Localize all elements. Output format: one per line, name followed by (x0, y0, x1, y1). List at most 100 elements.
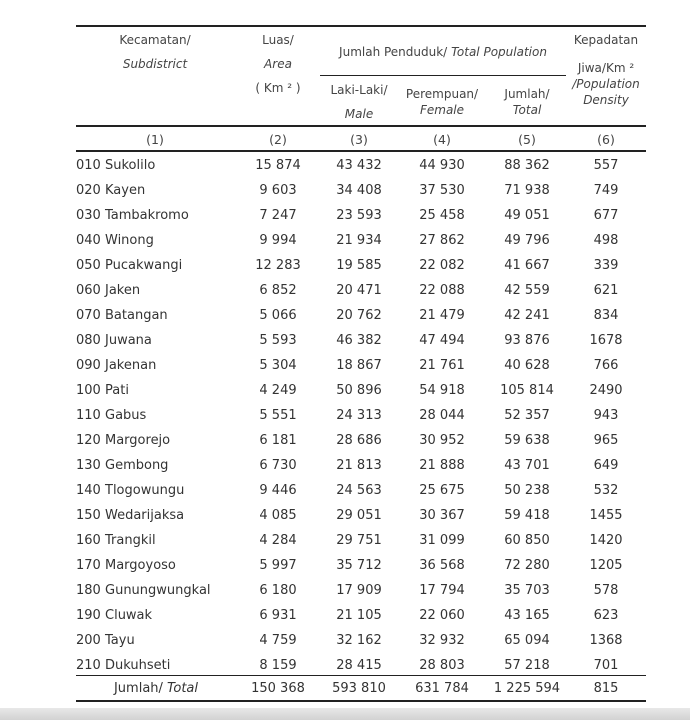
row-female: 21 479 (419, 308, 465, 323)
row-density: 621 (593, 283, 619, 298)
column-number-3: (3) (350, 132, 368, 147)
row-female: 22 088 (419, 283, 465, 298)
row-subdistrict: Sukolilo (105, 158, 156, 173)
row-area: 12 283 (255, 258, 301, 273)
row-female: 22 082 (419, 258, 465, 273)
row-female: 31 099 (419, 533, 465, 548)
row-female: 25 675 (419, 483, 465, 498)
row-subdistrict: Margorejo (105, 433, 171, 448)
row-male: 21 813 (336, 458, 382, 473)
total-row: Jumlah/ Total 150 368 593 810 631 784 1 … (0, 676, 690, 701)
table-row: 080 Juwana 5 593 46 382 47 494 93 876 1678 (0, 328, 690, 353)
table-row: 130 Gembong 6 730 21 813 21 888 43 701 649 (0, 453, 690, 478)
row-code: 190 (76, 608, 101, 623)
header-female-en: Female (419, 103, 465, 117)
row-female: 25 458 (419, 208, 465, 223)
row-total: 59 418 (504, 508, 550, 523)
table-row: 210 Dukuhseti 8 159 28 415 28 803 57 218 701 (0, 653, 690, 678)
row-male: 24 313 (336, 408, 382, 423)
row-code: 110 (76, 408, 101, 423)
header-population-group: Jumlah Penduduk/ Total Population (320, 44, 566, 60)
row-area: 4 759 (259, 633, 297, 648)
row-area: 4 085 (259, 508, 297, 523)
row-code: 140 (76, 483, 101, 498)
row-female: 30 367 (419, 508, 465, 523)
row-subdistrict: Batangan (105, 308, 168, 323)
row-area: 5 997 (259, 558, 297, 573)
row-code: 130 (76, 458, 101, 473)
row-male: 32 162 (336, 633, 382, 648)
row-area: 5 593 (259, 333, 297, 348)
row-density: 498 (593, 233, 619, 248)
row-total: 40 628 (504, 358, 550, 373)
row-subdistrict: Gembong (105, 458, 169, 473)
row-code: 160 (76, 533, 101, 548)
total-female: 631 784 (415, 681, 469, 696)
row-area: 6 181 (259, 433, 297, 448)
row-area: 4 284 (259, 533, 297, 548)
row-density: 965 (593, 433, 619, 448)
row-female: 21 888 (419, 458, 465, 473)
table-row: 200 Tayu 4 759 32 162 32 932 65 094 1368 (0, 628, 690, 653)
header-population-en: Total Population (451, 45, 547, 59)
row-code: 040 (76, 233, 101, 248)
row-total: 88 362 (504, 158, 550, 173)
row-male: 21 105 (336, 608, 382, 623)
row-female: 44 930 (419, 158, 465, 173)
header-area: Luas/ Area ( Km ² ) (240, 32, 316, 96)
row-male: 20 471 (336, 283, 382, 298)
row-area: 9 603 (259, 183, 297, 198)
table-row: 120 Margorejo 6 181 28 686 30 952 59 638 965 (0, 428, 690, 453)
row-code: 080 (76, 333, 101, 348)
row-area: 5 066 (259, 308, 297, 323)
table-row: 090 Jakenan 5 304 18 867 21 761 40 628 766 (0, 353, 690, 378)
row-total: 42 559 (504, 283, 550, 298)
row-area: 8 159 (259, 658, 297, 673)
row-density: 943 (593, 408, 619, 423)
header-density-en-1: /Population (572, 77, 640, 91)
row-male: 34 408 (336, 183, 382, 198)
header-male: Laki-Laki/ Male (322, 82, 396, 122)
header-male-en: Male (344, 107, 374, 121)
row-area: 5 304 (259, 358, 297, 373)
header-total: Jumlah/ Total (490, 86, 564, 118)
row-subdistrict: Wedarijaksa (105, 508, 185, 523)
row-total: 105 814 (500, 383, 554, 398)
row-subdistrict: Jaken (105, 283, 141, 298)
table-row: 150 Wedarijaksa 4 085 29 051 30 367 59 418 145… (0, 503, 690, 528)
row-total: 41 667 (504, 258, 550, 273)
row-male: 19 585 (336, 258, 382, 273)
row-subdistrict: Tambakromo (105, 208, 189, 223)
row-density: 532 (593, 483, 619, 498)
row-density: 649 (593, 458, 619, 473)
row-total: 93 876 (504, 333, 550, 348)
row-total: 50 238 (504, 483, 550, 498)
row-subdistrict: Winong (105, 233, 154, 248)
header-total-en: Total (512, 103, 542, 117)
row-area: 5 551 (259, 408, 297, 423)
header-area-id: Luas/ (262, 33, 294, 47)
row-area: 6 852 (259, 283, 297, 298)
row-area: 6 180 (259, 583, 297, 598)
row-male: 21 934 (336, 233, 382, 248)
row-density: 2490 (589, 383, 623, 398)
total-label-en: Total (167, 681, 199, 696)
row-male: 18 867 (336, 358, 382, 373)
header-area-unit: ( Km ² ) (255, 81, 301, 95)
row-total: 60 850 (504, 533, 550, 548)
row-total: 65 094 (504, 633, 550, 648)
table-top-rule (76, 25, 646, 27)
row-male: 24 563 (336, 483, 382, 498)
total-area: 150 368 (251, 681, 305, 696)
total-male: 593 810 (332, 681, 386, 696)
row-density: 578 (593, 583, 619, 598)
row-subdistrict: Kayen (105, 183, 146, 198)
row-density: 677 (593, 208, 619, 223)
row-subdistrict: Dukuhseti (105, 658, 171, 673)
row-area: 15 874 (255, 158, 301, 173)
header-density-id: Kepadatan (573, 33, 639, 47)
row-male: 23 593 (336, 208, 382, 223)
row-subdistrict: Juwana (105, 333, 152, 348)
row-subdistrict: Trangkil (105, 533, 156, 548)
header-subdistrict: Kecamatan/ Subdistrict (90, 32, 220, 72)
